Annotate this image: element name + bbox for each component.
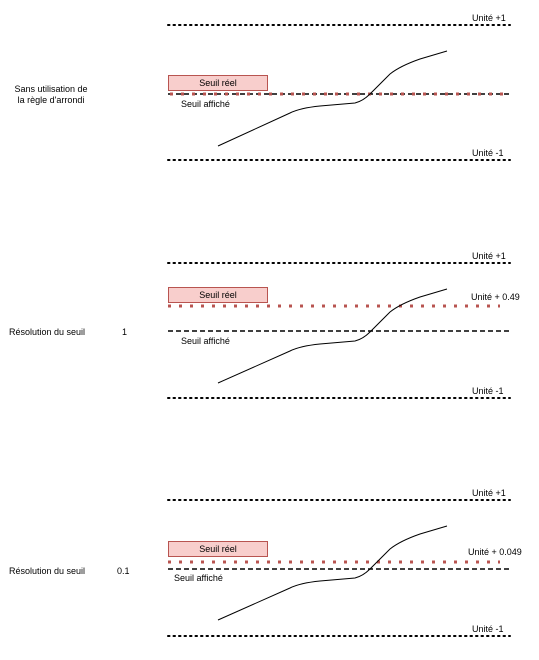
panel-1-unit-minus-label: Unité -1: [472, 148, 504, 158]
panel-1-real-threshold-box: Seuil réel: [168, 75, 268, 91]
panel-2-lines: [167, 262, 511, 399]
panel-3-real-threshold-box: Seuil réel: [168, 541, 268, 557]
panel-1-description-line-1: Sans utilisation de: [14, 84, 88, 94]
panel-1-lines: [167, 24, 511, 161]
panel-2-signal-curve: [217, 288, 448, 384]
panel-3-resolution-value: 0.1: [117, 566, 130, 576]
panel-2-description: Résolution du seuil: [9, 327, 86, 337]
panel-3-description: Résolution du seuil: [9, 566, 86, 576]
panel-3-signal-curve: [217, 525, 448, 621]
panel-3-lines: [167, 499, 511, 637]
panel-1-signal-curve: [217, 50, 448, 147]
panel-2-displayed-threshold-label: Seuil affiché: [181, 336, 230, 346]
panel-3-displayed-threshold-label: Seuil affiché: [174, 573, 223, 583]
panel-1-description-line-2: la règle d'arrondi: [17, 95, 85, 105]
panel-2-unit-plus-label: Unité +1: [472, 251, 506, 261]
panel-2-unit-minus-label: Unité -1: [472, 386, 504, 396]
panel-3-unit-plus-label: Unité +1: [472, 488, 506, 498]
panel-2-offset-label: Unité + 0.49: [471, 292, 520, 302]
panel-1-displayed-threshold-label: Seuil affiché: [181, 99, 230, 109]
panel-2-real-threshold-box: Seuil réel: [168, 287, 268, 303]
panel-3-offset-label: Unité + 0.049: [468, 547, 522, 557]
panel-1-unit-plus-label: Unité +1: [472, 13, 506, 23]
panel-3-unit-minus-label: Unité -1: [472, 624, 504, 634]
panel-2-resolution-value: 1: [122, 327, 128, 337]
panel-1-description: Sans utilisation de la règle d'arrondi: [6, 84, 96, 106]
